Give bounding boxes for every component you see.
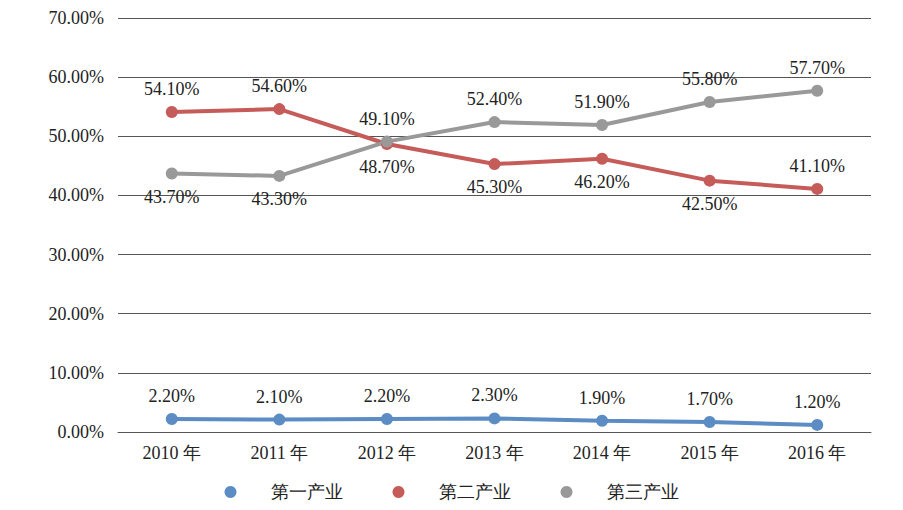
svg-text:46.20%: 46.20% bbox=[574, 172, 630, 192]
svg-text:第二产业: 第二产业 bbox=[439, 482, 511, 502]
svg-text:2010 年: 2010 年 bbox=[143, 443, 202, 463]
svg-text:43.70%: 43.70% bbox=[144, 187, 200, 207]
svg-text:50.00%: 50.00% bbox=[49, 126, 105, 146]
svg-text:40.00%: 40.00% bbox=[49, 185, 105, 205]
svg-text:2.30%: 2.30% bbox=[471, 385, 518, 405]
svg-text:55.80%: 55.80% bbox=[682, 69, 738, 89]
svg-text:2015 年: 2015 年 bbox=[680, 443, 739, 463]
svg-text:45.30%: 45.30% bbox=[467, 177, 523, 197]
svg-text:2012 年: 2012 年 bbox=[358, 443, 417, 463]
svg-text:30.00%: 30.00% bbox=[49, 245, 105, 265]
svg-text:20.00%: 20.00% bbox=[49, 304, 105, 324]
svg-text:第一产业: 第一产业 bbox=[271, 482, 343, 502]
svg-text:1.20%: 1.20% bbox=[794, 392, 841, 412]
svg-text:2014 年: 2014 年 bbox=[573, 443, 632, 463]
svg-text:10.00%: 10.00% bbox=[49, 363, 105, 383]
svg-text:2.20%: 2.20% bbox=[364, 386, 411, 406]
svg-text:52.40%: 52.40% bbox=[467, 89, 523, 109]
svg-text:1.70%: 1.70% bbox=[686, 389, 733, 409]
svg-text:43.30%: 43.30% bbox=[252, 189, 308, 209]
svg-text:57.70%: 57.70% bbox=[789, 58, 845, 78]
svg-text:70.00%: 70.00% bbox=[49, 8, 105, 28]
svg-text:49.10%: 49.10% bbox=[359, 109, 415, 129]
svg-text:2.10%: 2.10% bbox=[256, 387, 303, 407]
svg-text:51.90%: 51.90% bbox=[574, 92, 630, 112]
svg-text:54.10%: 54.10% bbox=[144, 79, 200, 99]
svg-text:2.20%: 2.20% bbox=[149, 386, 196, 406]
svg-text:第三产业: 第三产业 bbox=[607, 482, 679, 502]
svg-text:1.90%: 1.90% bbox=[579, 388, 626, 408]
svg-text:0.00%: 0.00% bbox=[58, 422, 105, 442]
svg-text:54.60%: 54.60% bbox=[252, 76, 308, 96]
svg-text:2013 年: 2013 年 bbox=[465, 443, 524, 463]
svg-text:2011 年: 2011 年 bbox=[250, 443, 308, 463]
svg-text:2016 年: 2016 年 bbox=[788, 443, 847, 463]
svg-text:41.10%: 41.10% bbox=[789, 156, 845, 176]
svg-text:48.70%: 48.70% bbox=[359, 157, 415, 177]
svg-text:42.50%: 42.50% bbox=[682, 194, 738, 214]
svg-text:60.00%: 60.00% bbox=[49, 67, 105, 87]
